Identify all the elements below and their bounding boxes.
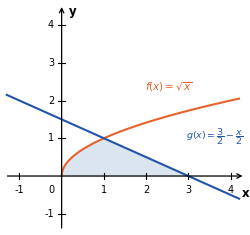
- Text: -1: -1: [44, 209, 54, 219]
- Text: $\mathbf{x}$: $\mathbf{x}$: [241, 187, 250, 200]
- Polygon shape: [62, 138, 188, 176]
- Text: -1: -1: [14, 185, 24, 196]
- Text: 1: 1: [48, 133, 54, 143]
- Text: 4: 4: [228, 185, 234, 196]
- Text: $\mathbf{y}$: $\mathbf{y}$: [68, 6, 77, 20]
- Text: $f(x) = \sqrt{x}$: $f(x) = \sqrt{x}$: [145, 80, 193, 94]
- Text: 1: 1: [101, 185, 107, 196]
- Text: 4: 4: [48, 20, 54, 30]
- Text: 0: 0: [48, 185, 54, 196]
- Text: 3: 3: [48, 58, 54, 68]
- Text: 3: 3: [185, 185, 192, 196]
- Text: $g(x) = \dfrac{3}{2} - \dfrac{x}{2}$: $g(x) = \dfrac{3}{2} - \dfrac{x}{2}$: [186, 126, 244, 147]
- Text: 2: 2: [143, 185, 149, 196]
- Text: 2: 2: [48, 95, 54, 106]
